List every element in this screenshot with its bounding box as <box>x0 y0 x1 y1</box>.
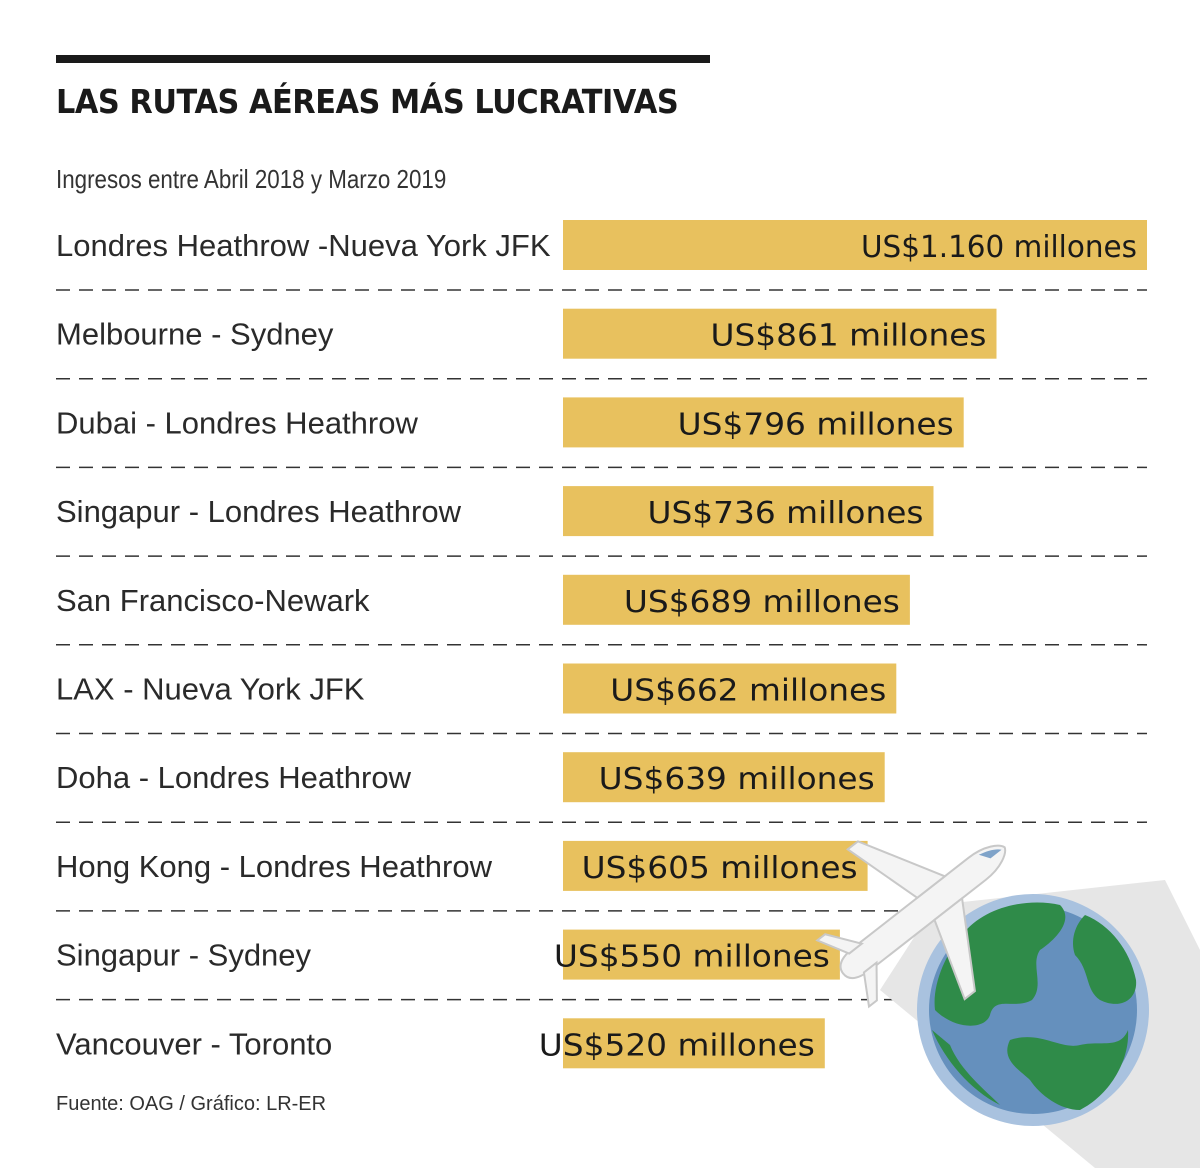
bar <box>563 574 910 625</box>
route-label: Singapur - Londres Heathrow <box>56 494 462 529</box>
bar <box>563 1018 825 1069</box>
bar <box>563 663 897 714</box>
value-label: US$662 millones <box>610 674 886 709</box>
route-label: San Francisco-Newark <box>56 583 370 618</box>
airplane-icon <box>815 840 1007 1009</box>
route-label: Hong Kong - Londres Heathrow <box>56 849 493 884</box>
chart-title: LAS RUTAS AÉREAS MÁS LUCRATIVAS <box>56 82 679 121</box>
route-label: Vancouver - Toronto <box>56 1026 332 1061</box>
value-label: US$550 millones <box>554 940 830 975</box>
value-label: US$736 millones <box>648 496 924 531</box>
value-label: US$689 millones <box>624 585 900 620</box>
value-label: US$1.160 millones <box>861 230 1137 265</box>
value-label: US$796 millones <box>678 407 954 442</box>
route-label: Doha - Londres Heathrow <box>56 760 412 795</box>
value-label: US$520 millones <box>539 1028 815 1063</box>
value-label: US$605 millones <box>582 851 858 886</box>
bar <box>563 752 885 803</box>
title-rule <box>56 55 710 63</box>
bar <box>563 840 868 891</box>
value-label: US$861 millones <box>711 319 987 354</box>
route-label: Dubai - Londres Heathrow <box>56 405 418 440</box>
route-label: Singapur - Sydney <box>56 938 312 973</box>
route-label: LAX - Nueva York JFK <box>56 672 365 707</box>
bar <box>563 397 964 448</box>
bar <box>563 929 840 980</box>
bar <box>563 486 934 537</box>
chart-subtitle: Ingresos entre Abril 2018 y Marzo 2019 <box>56 164 447 194</box>
source-note: Fuente: OAG / Gráfico: LR-ER <box>56 1093 327 1115</box>
value-label: US$639 millones <box>599 762 875 797</box>
bar <box>563 308 997 359</box>
route-label: Londres Heathrow -Nueva York JFK <box>56 228 551 263</box>
bar <box>563 220 1147 270</box>
route-label: Melbourne - Sydney <box>56 317 334 352</box>
